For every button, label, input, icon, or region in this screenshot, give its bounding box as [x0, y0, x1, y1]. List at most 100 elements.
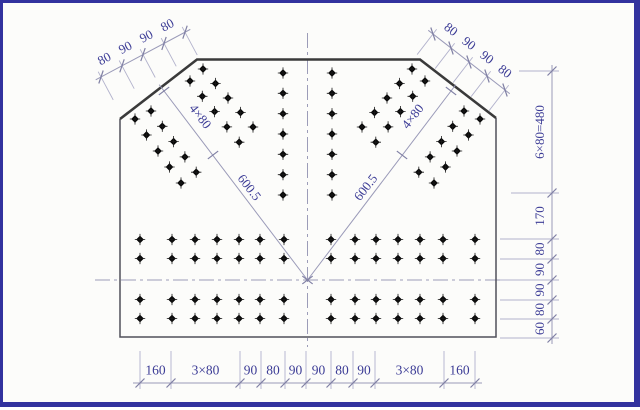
bolt-hole: [414, 167, 424, 178]
bolt-hole: [350, 234, 360, 245]
bolt-hole: [350, 253, 360, 264]
dim-label: 80: [532, 243, 547, 256]
dim-label: 160: [145, 363, 166, 378]
bolt-hole: [393, 234, 403, 245]
bolt-hole: [470, 313, 480, 324]
bolt-hole: [190, 313, 200, 324]
bolt-hole: [429, 177, 439, 188]
bolt-hole: [459, 105, 469, 116]
bolt-hole: [393, 294, 403, 305]
extension-line: [119, 61, 134, 89]
bolt-hole: [130, 113, 140, 124]
bolt-hole: [357, 121, 367, 132]
bolt-hole: [326, 234, 336, 245]
bolt-hole: [278, 108, 288, 119]
bolt-hole: [470, 253, 480, 264]
dim-label: 90: [477, 47, 496, 67]
bolt-hole: [190, 294, 200, 305]
bolt-hole: [190, 234, 200, 245]
tick-mark: [431, 28, 435, 41]
bolt-hole: [135, 294, 145, 305]
bolt-hole: [141, 129, 151, 140]
bolt-hole: [438, 313, 448, 324]
bolt-hole: [278, 67, 288, 78]
extension-line: [471, 71, 491, 96]
diag-length-label: 600.5: [351, 171, 381, 203]
bolt-hole: [278, 169, 288, 180]
bolt-hole: [210, 78, 220, 89]
bolt-hole: [425, 151, 435, 162]
bolt-hole: [212, 294, 222, 305]
dim-label: 3×80: [396, 363, 424, 378]
dim-label: 90: [244, 363, 258, 378]
bolt-hole: [278, 189, 288, 200]
dim-label: 170: [532, 206, 547, 226]
bolt-hole: [393, 313, 403, 324]
bolt-hole: [212, 313, 222, 324]
bolt-hole: [198, 63, 208, 74]
bolt-hole: [407, 63, 417, 74]
tick-mark: [162, 37, 166, 50]
bolt-hole: [475, 113, 485, 124]
bolt-hole: [408, 91, 418, 102]
dim-label: 80: [266, 363, 280, 378]
bolt-hole: [327, 108, 337, 119]
bolt-hole: [452, 145, 462, 156]
extension-line: [98, 72, 113, 100]
bolt-hole: [371, 313, 381, 324]
bolt-hole: [350, 294, 360, 305]
dim-label: 90: [532, 263, 547, 276]
bolt-hole: [415, 313, 425, 324]
bolt-hole: [279, 313, 289, 324]
bolt-hole: [135, 234, 145, 245]
bolt-hole: [369, 107, 379, 118]
dimension-lines: [96, 29, 552, 383]
dim-label: 80: [441, 19, 460, 39]
bolt-hole: [190, 253, 200, 264]
bolt-hole: [212, 234, 222, 245]
bolt-hole: [255, 294, 265, 305]
bolt-hole: [212, 253, 222, 264]
tick-mark: [485, 70, 489, 83]
tick-mark: [183, 26, 187, 39]
bolt-hole: [438, 234, 448, 245]
bolt-hole: [371, 137, 381, 148]
bolt-hole: [326, 294, 336, 305]
bolt-hole: [463, 129, 473, 140]
bolt-hole: [470, 234, 480, 245]
tick-mark: [503, 84, 507, 97]
bolt-hole: [371, 234, 381, 245]
dim-label: 80: [335, 363, 349, 378]
tick-mark: [141, 48, 145, 61]
bolt-hole: [234, 234, 244, 245]
tick-mark: [120, 59, 124, 72]
extension-line: [182, 27, 197, 55]
bolt-hole: [135, 253, 145, 264]
bolt-hole: [327, 169, 337, 180]
tick-mark: [99, 71, 103, 84]
bolt-hole: [278, 88, 288, 99]
diag-length-label: 600.5: [235, 171, 265, 203]
bolt-hole: [248, 121, 258, 132]
bolt-hole: [278, 149, 288, 160]
dim-label: 60: [532, 322, 547, 335]
bolt-hole: [180, 151, 190, 162]
bolt-hole: [326, 313, 336, 324]
dim-label: 90: [312, 363, 326, 378]
bolt-hole: [327, 149, 337, 160]
dim-label: 90: [116, 38, 135, 57]
bolt-hole: [438, 294, 448, 305]
dim-label: 3×80: [192, 363, 220, 378]
bolt-hole: [167, 313, 177, 324]
bolt-hole: [176, 177, 186, 188]
bolt-hole: [470, 294, 480, 305]
bolt-hole: [135, 313, 145, 324]
dim-label: 80: [158, 15, 177, 34]
bolt-hole: [448, 121, 458, 132]
bolt-hole: [185, 75, 195, 86]
bolt-hole: [255, 253, 265, 264]
dim-label: 90: [459, 33, 478, 53]
bolt-hole: [420, 75, 430, 86]
bolt-hole: [415, 253, 425, 264]
